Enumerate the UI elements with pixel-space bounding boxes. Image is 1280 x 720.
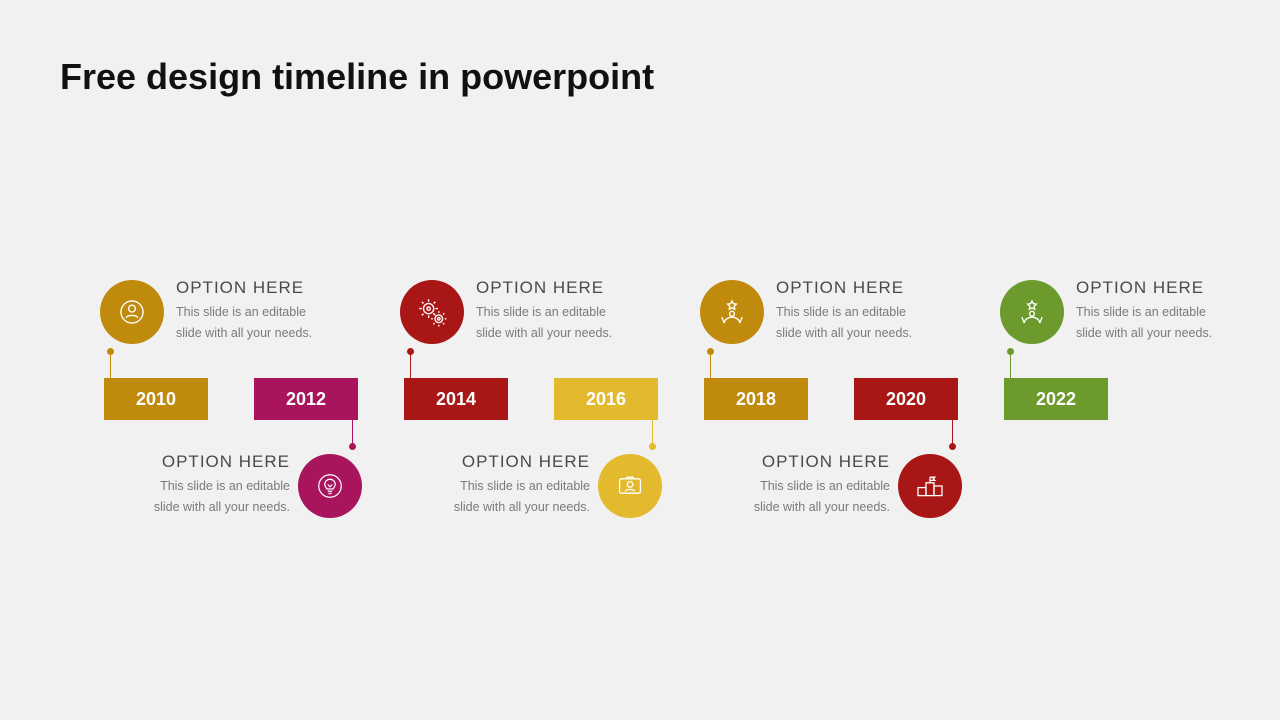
id-icon	[598, 454, 662, 518]
connector	[352, 420, 353, 443]
connector-dot	[349, 443, 356, 450]
year-box-2014: 2014	[404, 378, 508, 420]
year-box-2018: 2018	[704, 378, 808, 420]
year-box-2020: 2020	[854, 378, 958, 420]
connector-dot	[649, 443, 656, 450]
connector	[710, 351, 711, 378]
year-box-2010: 2010	[104, 378, 208, 420]
connector-dot	[707, 348, 714, 355]
option-title: OPTION HERE	[476, 278, 604, 298]
option-body: This slide is an editable slide with all…	[176, 302, 326, 345]
option-body: This slide is an editable slide with all…	[440, 476, 590, 519]
gears-icon	[400, 280, 464, 344]
year-box-2012: 2012	[254, 378, 358, 420]
option-title: OPTION HERE	[140, 452, 290, 472]
connector	[410, 351, 411, 378]
option-body: This slide is an editable slide with all…	[140, 476, 290, 519]
option-body: This slide is an editable slide with all…	[776, 302, 926, 345]
star-person-icon	[700, 280, 764, 344]
connector-dot	[107, 348, 114, 355]
connector-dot	[1007, 348, 1014, 355]
person-icon	[100, 280, 164, 344]
option-title: OPTION HERE	[440, 452, 590, 472]
year-box-2022: 2022	[1004, 378, 1108, 420]
option-title: OPTION HERE	[740, 452, 890, 472]
connector-dot	[949, 443, 956, 450]
connector-dot	[407, 348, 414, 355]
podium-icon	[898, 454, 962, 518]
connector	[1010, 351, 1011, 378]
connector	[110, 351, 111, 378]
option-body: This slide is an editable slide with all…	[1076, 302, 1226, 345]
connector	[952, 420, 953, 443]
star-person-icon	[1000, 280, 1064, 344]
option-body: This slide is an editable slide with all…	[740, 476, 890, 519]
connector	[652, 420, 653, 443]
option-body: This slide is an editable slide with all…	[476, 302, 626, 345]
option-title: OPTION HERE	[1076, 278, 1204, 298]
bulb-icon	[298, 454, 362, 518]
timeline-stage: 2010 OPTION HERE This slide is an editable…	[0, 0, 1280, 720]
year-box-2016: 2016	[554, 378, 658, 420]
option-title: OPTION HERE	[776, 278, 904, 298]
option-title: OPTION HERE	[176, 278, 304, 298]
